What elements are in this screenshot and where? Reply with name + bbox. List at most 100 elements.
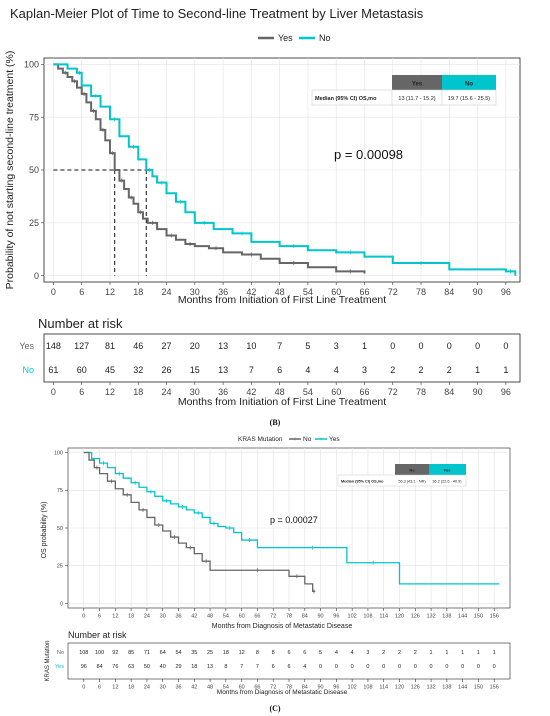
- y-tick-label-25: 25: [29, 218, 39, 228]
- os-median-row: [337, 474, 467, 487]
- km-x-ticks: 0 6 12 18 24 30 36 42 48 54 60 66 72 78 84 90 96: [51, 282, 511, 297]
- risk-value-yes-78: 6: [287, 664, 290, 670]
- os-median-no-header: [395, 464, 429, 475]
- median-table-no-header-text: No: [465, 82, 473, 88]
- risk-value-yes-84: 4: [303, 664, 306, 670]
- risk-value-no-30: 15: [190, 365, 200, 375]
- risk-value-no-96: 4: [335, 650, 338, 656]
- os-risk-x-ticks: 0 6 12 18 24 30 36 42 48 54 60 66 72 78 84 90 96 102 108 11…: [82, 679, 499, 691]
- x-tick-label-36: 36: [218, 287, 228, 297]
- x-tick-label-6: 6: [79, 287, 84, 297]
- x-tick-label-114: 114: [379, 614, 388, 620]
- risk-value-yes-24: 27: [162, 341, 172, 351]
- y-tick-label-0: 0: [60, 601, 63, 607]
- x-tick-label-48: 48: [207, 614, 213, 620]
- risk-x-tick-label-66: 66: [359, 387, 369, 397]
- x-tick-label-12: 12: [105, 287, 115, 297]
- risk-value-no-30: 64: [160, 650, 166, 656]
- os-median-no-header-text: No: [409, 468, 415, 473]
- median-table-no-header: [442, 75, 496, 90]
- os-p-value: p = 0.00027: [270, 515, 318, 525]
- risk-value-no-78: 2: [419, 365, 424, 375]
- os-risk-row-no-label: No: [57, 650, 64, 656]
- risk-x-tick-label-0: 0: [51, 387, 56, 397]
- x-tick-label-120: 120: [395, 614, 404, 620]
- risk-value-yes-132: 0: [430, 664, 433, 670]
- risk-x-tick-label-6: 6: [98, 685, 101, 691]
- risk-value-no-42: 7: [249, 365, 254, 375]
- x-tick-label-90: 90: [473, 287, 483, 297]
- risk-x-tick-label-108: 108: [363, 685, 372, 691]
- risk-value-no-78: 6: [287, 650, 290, 656]
- risk-x-tick-label-132: 132: [426, 685, 435, 691]
- risk-table-x-label: Months from Initiation of First Line Tre…: [178, 396, 386, 408]
- os-risk-row-yes-label: Yes: [55, 664, 64, 670]
- x-tick-label-84: 84: [444, 287, 454, 297]
- x-tick-label-54: 54: [223, 614, 229, 620]
- legend-yes-label: Yes: [278, 33, 293, 43]
- risk-value-yes-6: 127: [74, 341, 89, 351]
- risk-value-no-114: 2: [382, 650, 385, 656]
- risk-value-no-150: 1: [477, 650, 480, 656]
- y-tick-label-50: 50: [57, 526, 63, 532]
- km-p-value: p = 0.00098: [334, 147, 403, 162]
- risk-value-yes-48: 7: [277, 341, 282, 351]
- risk-x-tick-label-12: 12: [112, 685, 118, 691]
- os-x-ticks: 0 6 12 18 24 30 36 42 48 54 60 66 72 78 84 90 96 102 108 11…: [82, 608, 499, 620]
- risk-value-yes-102: 0: [351, 664, 354, 670]
- os-median-yes-header-text: Yes: [444, 468, 452, 473]
- risk-x-tick-label-60: 60: [239, 685, 245, 691]
- risk-value-no-66: 3: [362, 365, 367, 375]
- x-tick-label-126: 126: [411, 614, 420, 620]
- risk-x-tick-label-54: 54: [223, 685, 229, 691]
- os-median-row-label: Median (95% CI) OS,mo: [341, 480, 384, 484]
- risk-x-tick-label-30: 30: [160, 685, 166, 691]
- x-tick-label-30: 30: [190, 287, 200, 297]
- x-tick-label-108: 108: [363, 614, 372, 620]
- median-table-row: [311, 89, 497, 106]
- x-tick-label-90: 90: [318, 614, 324, 620]
- risk-row-no-label: No: [22, 365, 34, 375]
- risk-value-no-84: 2: [447, 365, 452, 375]
- km-y-label: Probability of not starting second-line …: [4, 51, 16, 290]
- km-title: Kaplan-Meier Plot of Time to Second-line…: [10, 6, 424, 21]
- risk-value-yes-42: 10: [246, 341, 256, 351]
- y-tick-label-25: 25: [57, 564, 63, 570]
- risk-x-tick-label-18: 18: [133, 387, 143, 397]
- x-tick-label-66: 66: [359, 287, 369, 297]
- x-tick-label-0: 0: [82, 614, 85, 620]
- x-tick-label-78: 78: [416, 287, 426, 297]
- risk-x-tick-label-36: 36: [175, 685, 181, 691]
- median-table-no-value: 19.7 (15.6 - 25.5): [448, 96, 490, 102]
- risk-value-yes-30: 20: [190, 341, 200, 351]
- risk-value-no-36: 13: [218, 365, 228, 375]
- risk-value-no-18: 85: [128, 650, 134, 656]
- risk-value-no-90: 5: [319, 650, 322, 656]
- risk-value-no-0: 61: [48, 365, 58, 375]
- legend-no-label: No: [319, 33, 331, 43]
- risk-value-yes-114: 0: [382, 664, 385, 670]
- caption-b: (B): [270, 418, 281, 427]
- risk-value-yes-36: 29: [175, 664, 181, 670]
- x-tick-label-144: 144: [458, 614, 467, 620]
- risk-value-no-6: 100: [95, 650, 104, 656]
- x-tick-label-102: 102: [348, 614, 357, 620]
- risk-value-yes-150: 0: [477, 664, 480, 670]
- risk-value-no-6: 60: [77, 365, 87, 375]
- risk-value-yes-60: 7: [240, 664, 243, 670]
- x-tick-label-84: 84: [302, 614, 308, 620]
- risk-x-tick-label-66: 66: [254, 685, 260, 691]
- risk-value-no-12: 45: [105, 365, 115, 375]
- risk-value-no-120: 2: [398, 650, 401, 656]
- risk-x-tick-label-24: 24: [144, 685, 150, 691]
- risk-x-tick-label-78: 78: [286, 685, 292, 691]
- risk-x-tick-label-120: 120: [395, 685, 404, 691]
- x-tick-label-78: 78: [286, 614, 292, 620]
- survival-curve-no: [53, 63, 517, 276]
- x-tick-label-72: 72: [388, 287, 398, 297]
- risk-value-no-24: 26: [162, 365, 172, 375]
- risk-value-no-90: 1: [475, 365, 480, 375]
- os-median-yes-header: [429, 464, 466, 475]
- os-risk-y-label: KRAS Mutation: [45, 640, 51, 681]
